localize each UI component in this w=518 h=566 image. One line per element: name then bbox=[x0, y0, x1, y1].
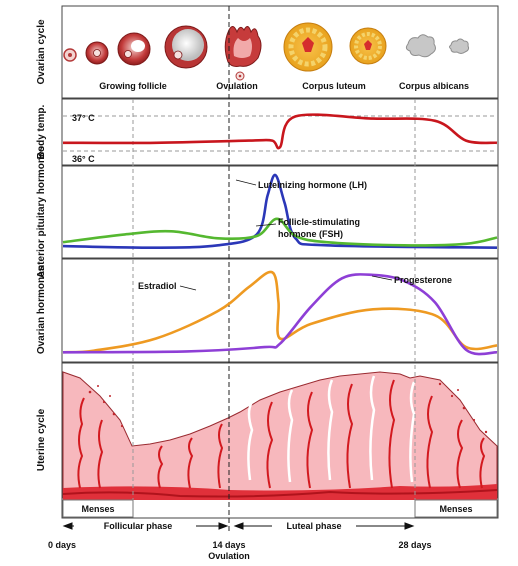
panel-pituitary-hormones bbox=[61, 165, 499, 259]
label-fsh-line1: Follicle-stimulating bbox=[278, 217, 360, 227]
menses-box-right bbox=[414, 499, 498, 518]
basal-vessel bbox=[62, 489, 498, 498]
label-luteal-phase: Luteal phase bbox=[286, 521, 341, 531]
fsh-curve bbox=[62, 217, 498, 247]
tertiary-follicle-icon bbox=[164, 25, 208, 69]
follicular-phase-arrow bbox=[62, 522, 229, 530]
label-follicular-phase: Follicular phase bbox=[104, 521, 173, 531]
hormone-curves bbox=[62, 113, 498, 356]
corpus-luteum-large-icon bbox=[283, 22, 333, 72]
axis-label-day-14: 14 days bbox=[212, 540, 245, 550]
label-corpus-albicans: Corpus albicans bbox=[399, 81, 469, 91]
leader-estradiol bbox=[179, 285, 197, 291]
row-label-uterine-cycle: Uterine cycle bbox=[36, 408, 47, 471]
temp-36-label: 36° C bbox=[72, 154, 95, 164]
axis-label-ovulation: Ovulation bbox=[208, 551, 250, 561]
label-lh: Luteinizing hormone (LH) bbox=[258, 180, 367, 190]
temp-37-label: 37° C bbox=[72, 113, 95, 123]
endometrium-lining bbox=[62, 371, 498, 499]
row-label-ovarian-cycle: Ovarian cycle bbox=[36, 19, 47, 84]
progesterone-curve bbox=[62, 273, 498, 356]
row-label-ovarian-hormones: Ovarian hormones bbox=[36, 265, 47, 354]
axis-label-day-28: 28 days bbox=[398, 540, 431, 550]
axis-label-day-0: 0 days bbox=[48, 540, 76, 550]
corpus-luteum-small-icon bbox=[349, 27, 387, 65]
label-corpus-luteum: Corpus luteum bbox=[302, 81, 366, 91]
label-growing-follicle: Growing follicle bbox=[99, 81, 167, 91]
menses-label-left: Menses bbox=[81, 504, 114, 514]
estradiol-curve bbox=[62, 270, 498, 354]
body-temp-curve bbox=[62, 113, 498, 150]
corpus-albicans-small-icon bbox=[449, 38, 470, 54]
label-progesterone: Progesterone bbox=[394, 275, 452, 285]
endometrium bbox=[62, 371, 498, 500]
uterine-glands bbox=[247, 375, 416, 483]
menstrual-shedding-dots bbox=[88, 382, 488, 434]
primordial-follicle-icon bbox=[63, 48, 77, 62]
label-ovulation-stage: Ovulation bbox=[216, 81, 258, 91]
row-label-anterior-pituitary: Anterior pituitary hormones bbox=[36, 145, 47, 278]
spiral-arteries bbox=[77, 379, 486, 489]
lh-curve bbox=[62, 173, 498, 250]
leader-progesterone bbox=[371, 275, 393, 281]
menses-box-left bbox=[62, 499, 134, 518]
leader-lh bbox=[235, 179, 257, 186]
menses-label-right: Menses bbox=[439, 504, 472, 514]
label-estradiol: Estradiol bbox=[138, 281, 177, 291]
panel-body-temp bbox=[61, 98, 499, 166]
leader-fsh bbox=[255, 223, 277, 227]
primary-follicle-icon bbox=[85, 41, 109, 65]
label-fsh-line2: hormone (FSH) bbox=[278, 229, 343, 239]
luteal-phase-arrow bbox=[233, 522, 415, 530]
ovulating-follicle-icon bbox=[224, 26, 262, 81]
day-guides bbox=[132, 6, 416, 534]
corpus-albicans-large-icon bbox=[405, 34, 436, 58]
row-label-body-temp: Body temp. bbox=[36, 105, 47, 160]
ovarian-follicles bbox=[63, 22, 470, 81]
secondary-follicle-icon bbox=[117, 32, 151, 66]
